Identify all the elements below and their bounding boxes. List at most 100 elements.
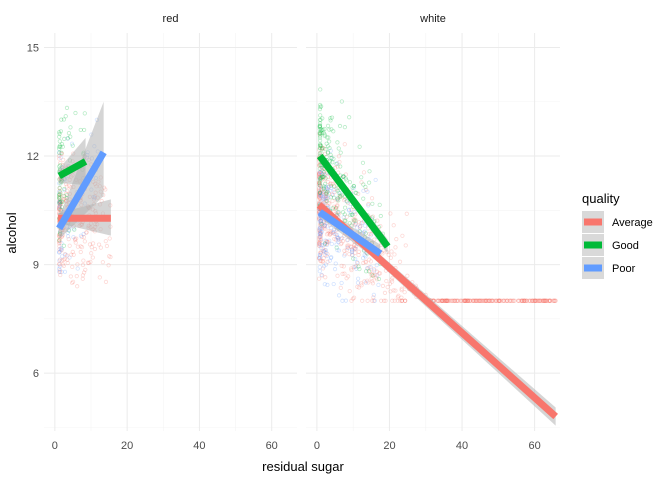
scatter-point-average xyxy=(501,298,506,303)
scatter-point-good xyxy=(317,117,323,123)
x-tick-label: 0 xyxy=(314,440,320,452)
scatter-point-average xyxy=(316,217,322,222)
scatter-point-good xyxy=(341,174,346,179)
scatter-point-average xyxy=(335,235,340,240)
y-tick-label: 6 xyxy=(33,368,39,380)
scatter-point-good xyxy=(321,187,326,192)
scatter-point-average xyxy=(57,196,62,201)
scatter-point-poor xyxy=(322,282,327,287)
scatter-point-average xyxy=(317,162,322,167)
scatter-point-good xyxy=(317,190,323,195)
scatter-point-average xyxy=(454,298,459,303)
scatter-point-poor xyxy=(329,225,334,231)
scatter-point-poor xyxy=(62,187,67,193)
scatter-point-average xyxy=(353,212,358,217)
facet-strip-label: red xyxy=(163,13,179,25)
scatter-point-average xyxy=(366,201,371,207)
scatter-point-average xyxy=(317,194,322,199)
scatter-point-poor xyxy=(366,203,371,208)
scatter-point-good xyxy=(57,139,62,144)
scatter-point-average xyxy=(367,231,372,236)
scatter-point-average xyxy=(346,274,351,279)
scatter-point-good xyxy=(342,125,347,130)
scatter-point-average xyxy=(88,259,93,265)
x-tick-label: 60 xyxy=(266,440,278,452)
scatter-point-average xyxy=(367,257,372,262)
scatter-point-average xyxy=(359,283,364,288)
scatter-point-average xyxy=(362,279,367,284)
scatter-point-average xyxy=(383,298,388,303)
scatter-point-average xyxy=(323,242,328,247)
scatter-point-average xyxy=(489,298,494,303)
scatter-point-average xyxy=(489,298,494,303)
scatter-point-average xyxy=(57,207,62,212)
scatter-point-average xyxy=(319,167,324,172)
scatter-point-average xyxy=(352,217,357,222)
scatter-point-average xyxy=(516,298,521,303)
scatter-point-average xyxy=(395,298,400,303)
scatter-point-good xyxy=(57,144,62,149)
scatter-point-good xyxy=(338,150,343,155)
scatter-point-good xyxy=(327,139,332,144)
scatter-point-good xyxy=(351,184,356,189)
scatter-point-average xyxy=(57,199,62,204)
scatter-point-good xyxy=(57,143,63,148)
scatter-point-average xyxy=(61,157,66,162)
scatter-point-good xyxy=(351,256,356,261)
scatter-point-poor xyxy=(317,170,322,175)
scatter-point-good xyxy=(318,143,324,148)
scatter-point-average xyxy=(57,156,62,161)
scatter-point-average xyxy=(487,298,492,303)
scatter-point-average xyxy=(330,229,336,234)
scatter-point-average xyxy=(103,239,108,244)
scatter-point-poor xyxy=(339,235,345,241)
scatter-point-average xyxy=(476,298,481,303)
scatter-point-average xyxy=(320,266,326,271)
scatter-point-poor xyxy=(57,264,62,269)
scatter-point-poor xyxy=(317,176,322,181)
y-axis: 6 9 12 15 xyxy=(27,42,39,380)
scatter-point-average xyxy=(454,298,459,303)
scatter-point-average xyxy=(335,204,340,209)
scatter-point-poor xyxy=(71,235,76,240)
scatter-point-poor xyxy=(355,276,361,281)
scatter-point-poor xyxy=(363,280,368,285)
scatter-point-good xyxy=(318,176,323,181)
scatter-point-average xyxy=(534,298,539,303)
scatter-point-poor xyxy=(328,255,334,260)
scatter-point-poor xyxy=(317,234,322,239)
scatter-point-good xyxy=(320,145,325,150)
scatter-point-average xyxy=(332,231,337,236)
scatter-point-average xyxy=(325,203,330,208)
scatter-point-average xyxy=(529,298,534,303)
scatter-point-average xyxy=(325,252,330,257)
scatter-point-good xyxy=(58,129,63,134)
scatter-point-good xyxy=(325,189,330,194)
fit-line-poor xyxy=(56,150,107,231)
scatter-point-average xyxy=(361,260,366,265)
scatter-point-average xyxy=(369,196,375,201)
scatter-point-average xyxy=(363,260,368,265)
scatter-point-average xyxy=(541,298,546,303)
scatter-point-average xyxy=(541,298,547,303)
scatter-point-good xyxy=(335,188,340,193)
scatter-point-average xyxy=(468,298,474,303)
scatter-point-average xyxy=(317,222,323,228)
scatter-point-good xyxy=(317,166,322,171)
y-tick-label: 15 xyxy=(27,42,39,54)
scatter-point-poor xyxy=(321,249,326,254)
scatter-point-average xyxy=(328,181,333,186)
scatter-point-average xyxy=(345,200,351,206)
scatter-point-average xyxy=(359,281,364,286)
scatter-point-average xyxy=(496,298,501,303)
scatter-point-average xyxy=(317,243,322,249)
scatter-point-average xyxy=(344,276,349,281)
scatter-point-average xyxy=(325,179,331,185)
scatter-point-average xyxy=(327,201,332,206)
scatter-point-average xyxy=(65,260,70,266)
scatter-point-average xyxy=(323,253,328,258)
scatter-point-good xyxy=(57,201,62,206)
scatter-point-good xyxy=(68,134,73,139)
scatter-point-average xyxy=(346,243,351,248)
scatter-point-good xyxy=(70,143,75,148)
